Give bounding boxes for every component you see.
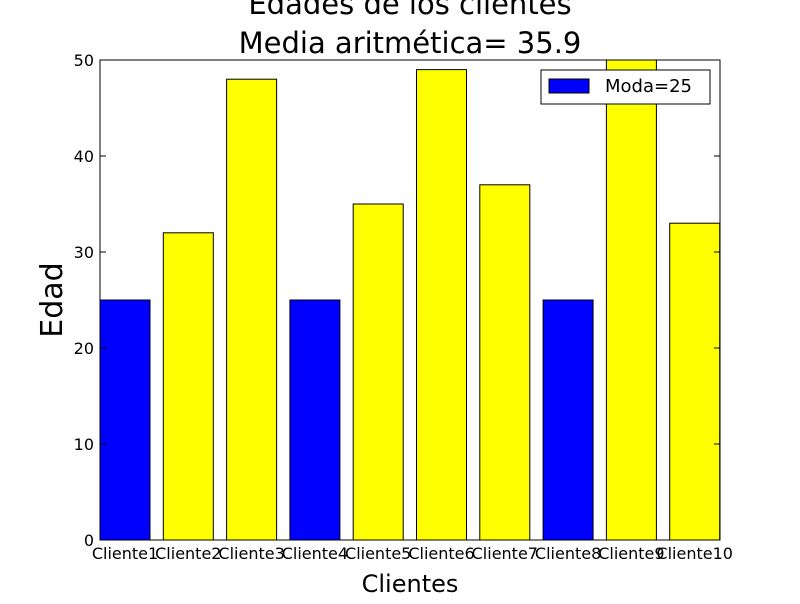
- y-tick-label: 50: [74, 51, 94, 70]
- legend: Moda=25: [540, 69, 711, 105]
- x-tick-label: Cliente5: [345, 544, 411, 563]
- y-tick-label: 40: [74, 147, 94, 166]
- chart-title-line2: Media aritmética= 35.9: [239, 26, 582, 60]
- y-tick-label: 0: [84, 531, 94, 550]
- x-tick-label: Cliente9: [598, 544, 664, 563]
- x-tick-label: Cliente3: [218, 544, 284, 563]
- bar-cliente10: [669, 222, 721, 541]
- x-axis-label: Clientes: [362, 570, 459, 598]
- bar-cliente6: [416, 69, 467, 541]
- x-tick-label: Cliente10: [656, 544, 733, 563]
- bar-cliente4: [289, 299, 341, 541]
- x-ticks-group: Cliente1Cliente2Cliente3Cliente4Cliente5…: [92, 544, 733, 563]
- y-tick-label: 20: [74, 339, 94, 358]
- x-tick-label: Cliente6: [408, 544, 474, 563]
- x-tick-label: Cliente1: [92, 544, 158, 563]
- chart-title-line1: Edades de los clientes: [248, 0, 571, 21]
- legend-label: Moda=25: [605, 76, 692, 97]
- y-ticks-group: 0 10 20 30 40 50: [74, 51, 720, 550]
- y-tick-label: 10: [74, 435, 94, 454]
- bar-cliente8: [542, 299, 594, 541]
- y-axis-label: Edad: [35, 262, 70, 337]
- bar-cliente7: [479, 184, 531, 541]
- bar-cliente3: [226, 78, 278, 541]
- plot-frame: [99, 59, 721, 541]
- bar-cliente9: [605, 59, 657, 541]
- x-tick-label: Cliente8: [535, 544, 601, 563]
- bar-cliente5: [352, 203, 404, 541]
- y-tick-label: 30: [74, 243, 94, 262]
- bars-group: [99, 59, 721, 541]
- bar-cliente1: [99, 299, 151, 541]
- x-tick-label: Cliente7: [472, 544, 538, 563]
- bar-cliente2: [162, 232, 214, 541]
- x-tick-label: Cliente4: [282, 544, 348, 563]
- x-tick-label: Cliente2: [155, 544, 221, 563]
- legend-swatch: [548, 78, 590, 94]
